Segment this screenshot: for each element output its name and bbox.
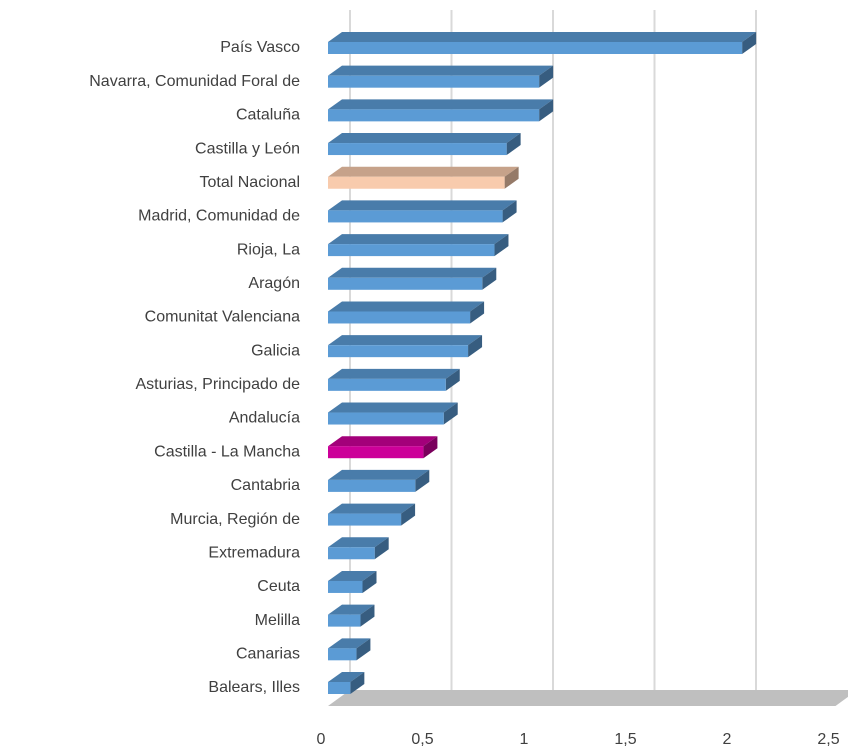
bar [328,682,351,694]
y-tick-label: Castilla - La Mancha [154,443,300,460]
bar-side [504,166,519,189]
x-tick-label: 2,5 [817,731,839,748]
bar-top [328,638,371,649]
bar-side [401,503,416,526]
bar-side [350,672,365,694]
bar-top [328,570,377,581]
bar-top [328,672,365,682]
y-tick-label: Cataluña [236,107,300,124]
bar-side [468,335,483,358]
bar [328,412,444,425]
bar-side [374,537,389,560]
y-tick-label: Canarias [236,646,300,663]
bar-side [494,234,509,257]
x-tick-label: 1 [520,731,529,748]
bar [328,109,540,122]
y-tick-label: Galicia [251,342,300,359]
y-tick-label: Murcia, Región de [170,511,300,528]
y-tick-label: Asturias, Principado de [135,376,300,393]
bar-side [415,469,430,492]
bar-side [360,604,375,627]
bar [328,277,483,290]
bar [328,176,505,189]
floor [328,690,848,706]
x-tick-label: 2 [723,731,732,748]
bar [328,513,402,526]
bar [328,244,495,257]
bar-side [506,133,521,156]
bar [328,446,424,459]
bar-top [328,65,554,76]
x-tick-label: 1,5 [614,731,636,748]
bar-top [328,469,430,480]
y-tick-label: Ceuta [257,578,300,595]
bar-side [356,638,371,661]
bar [328,311,471,324]
y-tick-label: Navarra, Comunidad Foral de [89,73,300,90]
y-tick-label: País Vasco [220,39,300,56]
bar-top [328,99,554,110]
bar-top [328,200,517,211]
bar-top [328,234,509,245]
bar [328,75,540,88]
x-tick-label: 0 [317,731,326,748]
bar [328,648,357,661]
bar [328,547,375,560]
y-tick-label: Cantabria [231,477,300,494]
bar [328,143,507,156]
bar-top [328,503,416,514]
bar-top [328,604,375,615]
bar-top [328,267,497,278]
y-tick-label: Madrid, Comunidad de [138,208,300,225]
bar-top [328,436,438,447]
bar-top [328,335,483,346]
y-tick-label: Extremadura [208,544,300,561]
bar-side [742,32,757,54]
bar [328,210,503,223]
x-tick-label: 0,5 [411,731,433,748]
bar [328,42,743,54]
bar-side [502,200,517,223]
bar [328,378,446,391]
bar-top [328,368,460,379]
y-tick-label: Comunitat Valenciana [145,309,300,326]
bar-side [445,368,460,391]
bar [328,345,469,358]
y-tick-label: Melilla [255,612,300,629]
y-tick-label: Total Nacional [200,174,301,191]
y-tick-label: Aragón [248,275,300,292]
bar-side [539,99,554,122]
y-tick-label: Balears, Illes [208,679,300,696]
bar-top [328,133,521,144]
bar-top [328,537,389,548]
bar-top [328,402,458,413]
y-tick-label: Andalucía [229,410,300,427]
bar-side [539,65,554,88]
y-tick-label: Castilla y León [195,140,300,157]
bar-top [328,166,519,177]
bar-side [482,267,497,290]
bar [328,580,363,593]
bar-side [443,402,458,425]
bar [328,614,361,627]
bar-top [328,301,485,312]
bar [328,479,416,492]
bar-side [423,436,438,459]
bar-side [362,570,377,593]
bar-side [470,301,485,324]
y-tick-label: Rioja, La [237,241,300,258]
bar-top [328,32,757,42]
